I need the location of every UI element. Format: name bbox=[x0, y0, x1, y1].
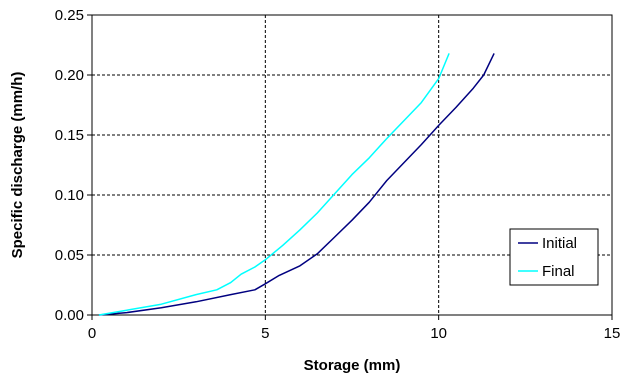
y-tick-label: 0.25 bbox=[55, 7, 84, 24]
series-line-final bbox=[98, 53, 450, 316]
legend-label-final: Final bbox=[542, 263, 575, 280]
x-axis-title: Storage (mm) bbox=[304, 357, 401, 374]
legend: Initial Final bbox=[509, 228, 599, 286]
x-tick-label: 5 bbox=[261, 325, 269, 342]
legend-box bbox=[509, 228, 599, 286]
y-tick-label: 0.00 bbox=[55, 307, 84, 324]
y-axis-title: Specific discharge (mm/h) bbox=[9, 72, 26, 259]
series-lines bbox=[98, 53, 495, 316]
x-tick-label: 0 bbox=[88, 325, 96, 342]
axis-ticks: 0.00 0.05 0.10 0.15 0.20 0.25 0 5 10 15 bbox=[55, 7, 621, 342]
legend-label-initial: Initial bbox=[542, 235, 577, 252]
y-tick-label: 0.05 bbox=[55, 247, 84, 264]
gridlines bbox=[92, 15, 612, 315]
x-tick-label: 10 bbox=[430, 325, 447, 342]
y-tick-label: 0.10 bbox=[55, 187, 84, 204]
y-tick-label: 0.15 bbox=[55, 127, 84, 144]
plot-border bbox=[91, 14, 613, 316]
series-line-initial bbox=[98, 53, 495, 316]
y-tick-label: 0.20 bbox=[55, 67, 84, 84]
x-tick-label: 15 bbox=[604, 325, 621, 342]
